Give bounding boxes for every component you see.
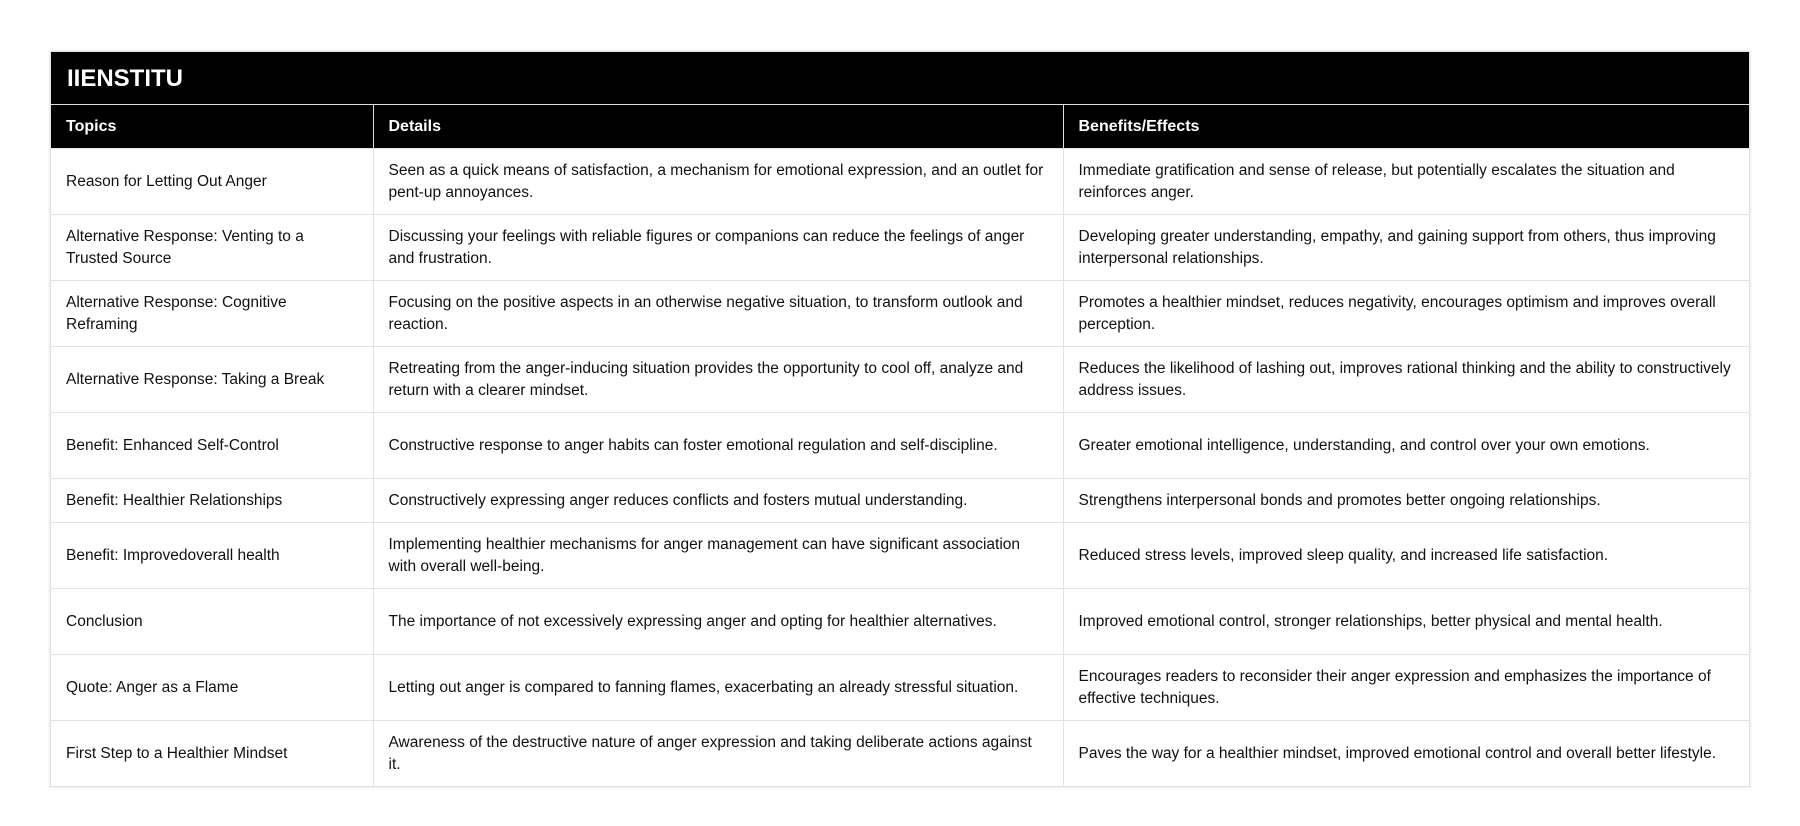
table-row: Alternative Response: Venting to a Trust… bbox=[51, 214, 1749, 281]
details-cell: Seen as a quick means of satisfaction, a… bbox=[373, 148, 1064, 215]
topic-cell: First Step to a Healthier Mindset bbox=[51, 720, 374, 786]
benefits-cell: Improved emotional control, stronger rel… bbox=[1063, 588, 1749, 655]
topic-cell: Benefit: Improvedoverall health bbox=[51, 522, 374, 589]
topic-cell: Reason for Letting Out Anger bbox=[51, 148, 374, 215]
table-row: Conclusion The importance of not excessiv… bbox=[51, 588, 1749, 655]
benefits-cell: Greater emotional intelligence, understa… bbox=[1063, 412, 1749, 479]
data-table: Topics Details Benefits/Effects Reason f… bbox=[51, 105, 1749, 786]
table-row: Alternative Response: Cognitive Reframin… bbox=[51, 280, 1749, 347]
benefits-cell: Reduced stress levels, improved sleep qu… bbox=[1063, 522, 1749, 589]
table-row: Benefit: Improvedoverall health Implement… bbox=[51, 522, 1749, 589]
benefits-cell: Promotes a healthier mindset, reduces ne… bbox=[1063, 280, 1749, 347]
benefits-cell: Paves the way for a healthier mindset, i… bbox=[1063, 720, 1749, 786]
details-cell: Focusing on the positive aspects in an o… bbox=[373, 280, 1064, 347]
info-table-card: IIENSTITU Topics Details Benefits/Effect… bbox=[50, 51, 1750, 787]
topic-cell: Alternative Response: Taking a Break bbox=[51, 346, 374, 413]
details-cell: Discussing your feelings with reliable f… bbox=[373, 214, 1064, 281]
table-row: Benefit: Enhanced Self-Control Constructi… bbox=[51, 412, 1749, 479]
details-cell: Retreating from the anger-inducing situa… bbox=[373, 346, 1064, 413]
column-header-details: Details bbox=[373, 105, 1064, 149]
details-cell: Constructively expressing anger reduces … bbox=[373, 478, 1064, 523]
topic-cell: Conclusion bbox=[51, 588, 374, 655]
benefits-cell: Developing greater understanding, empath… bbox=[1063, 214, 1749, 281]
topic-cell: Alternative Response: Venting to a Trust… bbox=[51, 214, 374, 281]
topic-cell: Alternative Response: Cognitive Reframin… bbox=[51, 280, 374, 347]
topic-cell: Benefit: Healthier Relationships bbox=[51, 478, 374, 523]
benefits-cell: Immediate gratification and sense of rel… bbox=[1063, 148, 1749, 215]
header-row: Topics Details Benefits/Effects bbox=[51, 105, 1749, 149]
details-cell: Implementing healthier mechanisms for an… bbox=[373, 522, 1064, 589]
topic-cell: Quote: Anger as a Flame bbox=[51, 654, 374, 721]
details-cell: Constructive response to anger habits ca… bbox=[373, 412, 1064, 479]
topic-cell: Benefit: Enhanced Self-Control bbox=[51, 412, 374, 479]
details-cell: Letting out anger is compared to fanning… bbox=[373, 654, 1064, 721]
benefits-cell: Reduces the likelihood of lashing out, i… bbox=[1063, 346, 1749, 413]
table-row: Reason for Letting Out Anger Seen as a qu… bbox=[51, 148, 1749, 215]
column-header-benefits: Benefits/Effects bbox=[1063, 105, 1749, 149]
table-row: Benefit: Healthier Relationships Construc… bbox=[51, 478, 1749, 523]
benefits-cell: Strengthens interpersonal bonds and prom… bbox=[1063, 478, 1749, 523]
table-title: IIENSTITU bbox=[51, 52, 1749, 105]
details-cell: Awareness of the destructive nature of a… bbox=[373, 720, 1064, 786]
table-row: Alternative Response: Taking a Break Retr… bbox=[51, 346, 1749, 413]
table-row: Quote: Anger as a Flame Letting out anger… bbox=[51, 654, 1749, 721]
table-row: First Step to a Healthier Mindset Awarene… bbox=[51, 720, 1749, 786]
benefits-cell: Encourages readers to reconsider their a… bbox=[1063, 654, 1749, 721]
details-cell: The importance of not excessively expres… bbox=[373, 588, 1064, 655]
column-header-topics: Topics bbox=[51, 105, 374, 149]
